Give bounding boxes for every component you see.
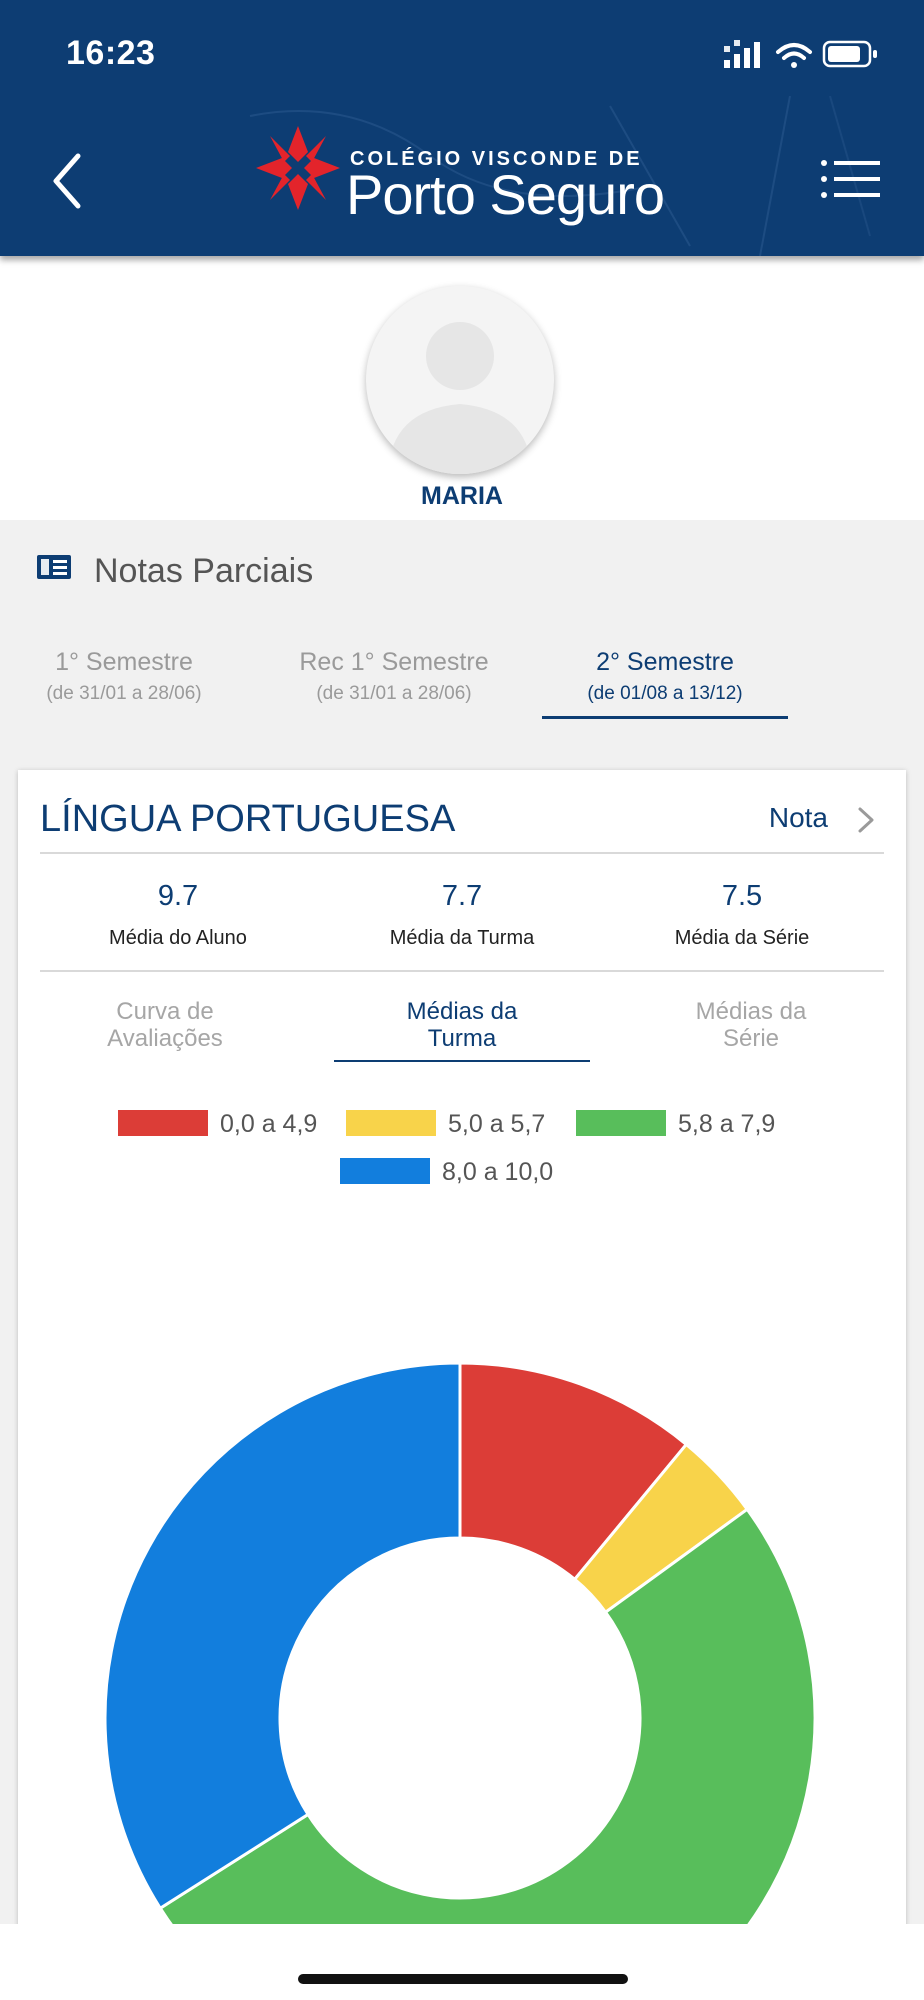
legend-label: 5,8 a 7,9 [678, 1110, 776, 1138]
legend-label: 8,0 a 10,0 [442, 1158, 554, 1186]
user-silhouette-icon [388, 322, 532, 474]
tab-active-indicator [542, 716, 788, 719]
chevron-right-icon [858, 807, 874, 833]
tab-second-semester[interactable]: 2° Semestre (de 01/08 a 13/12) [545, 648, 785, 705]
stat-value: 7.5 [721, 880, 763, 912]
subtab-line: Turma [427, 1025, 497, 1052]
student-name: MARIA [421, 482, 503, 510]
home-bar-area [0, 1924, 924, 2000]
tab-first-semester[interactable]: 1° Semestre (de 31/01 a 28/06) [4, 648, 244, 705]
legend-swatch [576, 1110, 666, 1136]
stat-label: Média do Aluno [109, 927, 247, 949]
divider [40, 852, 884, 854]
avatar[interactable] [366, 286, 554, 474]
header-decoration [249, 96, 871, 256]
logo-small-text: COLÉGIO VISCONDE DE [350, 148, 643, 170]
tab-label: 1° Semestre [55, 648, 193, 676]
tab-label: Rec 1° Semestre [299, 648, 489, 676]
tab-dates: (de 01/08 a 13/12) [587, 683, 743, 704]
subject-title: LÍNGUA PORTUGUESA [40, 798, 456, 840]
stat-label: Média da Turma [389, 927, 535, 949]
subtab-curva-avaliacoes[interactable]: Curva de Avaliações [40, 998, 290, 1052]
subtab-line: Curva de [116, 998, 214, 1025]
stat-class-average: 7.7 Média da Turma [332, 880, 592, 950]
subtab-line: Série [722, 1025, 780, 1052]
battery-icon [822, 40, 877, 68]
hamburger-menu-icon [821, 160, 880, 198]
nota-label: Nota [768, 802, 828, 833]
subtab-medias-turma[interactable]: Médias da Turma [337, 998, 587, 1052]
legend-label: 0,0 a 4,9 [220, 1110, 318, 1138]
profile-area: MARIA [0, 256, 924, 520]
donut-slice-3 [103, 1361, 462, 1911]
subject-card: LÍNGUA PORTUGUESA Nota 9.7 Média do Alun… [18, 770, 906, 1950]
subtab-line: Médias da [406, 998, 518, 1025]
divider [40, 970, 884, 972]
back-button[interactable] [44, 148, 94, 214]
subtab-line: Avaliações [107, 1025, 223, 1052]
stat-student-average: 9.7 Média do Aluno [48, 880, 308, 950]
legend-swatch [346, 1110, 436, 1136]
legend-swatch [118, 1110, 208, 1136]
home-indicator[interactable] [298, 1974, 628, 1984]
stat-value: 7.7 [441, 880, 483, 912]
tab-rec-first-semester[interactable]: Rec 1° Semestre (de 31/01 a 28/06) [274, 648, 514, 705]
legend-swatch [340, 1158, 430, 1184]
cellular-signal-icon [724, 40, 760, 68]
book-icon [37, 555, 71, 579]
status-icons [724, 40, 877, 68]
tab-label: 2° Semestre [596, 648, 734, 676]
tab-dates: (de 31/01 a 28/06) [316, 683, 472, 704]
stat-value: 9.7 [157, 880, 199, 912]
status-time: 16:23 [66, 34, 156, 72]
stat-grade-average: 7.5 Média da Série [612, 880, 872, 950]
logo-large-text: Porto Seguro [346, 163, 665, 226]
tab-dates: (de 31/01 a 28/06) [46, 683, 202, 704]
stat-label: Média da Série [674, 927, 810, 949]
app-header: 16:23 [0, 0, 924, 256]
donut-chart [103, 1361, 817, 1950]
subtab-line: Médias da [695, 998, 807, 1025]
section-title: Notas Parciais [94, 552, 314, 590]
subtab-active-indicator [334, 1060, 590, 1062]
logo-cross-icon [256, 126, 340, 210]
menu-button[interactable] [820, 158, 882, 200]
legend-label: 5,0 a 5,7 [448, 1110, 546, 1138]
subtab-medias-serie[interactable]: Médias da Série [626, 998, 876, 1052]
wifi-icon [776, 43, 812, 68]
chevron-left-icon [53, 153, 81, 209]
donut-slice-2 [158, 1507, 817, 1950]
